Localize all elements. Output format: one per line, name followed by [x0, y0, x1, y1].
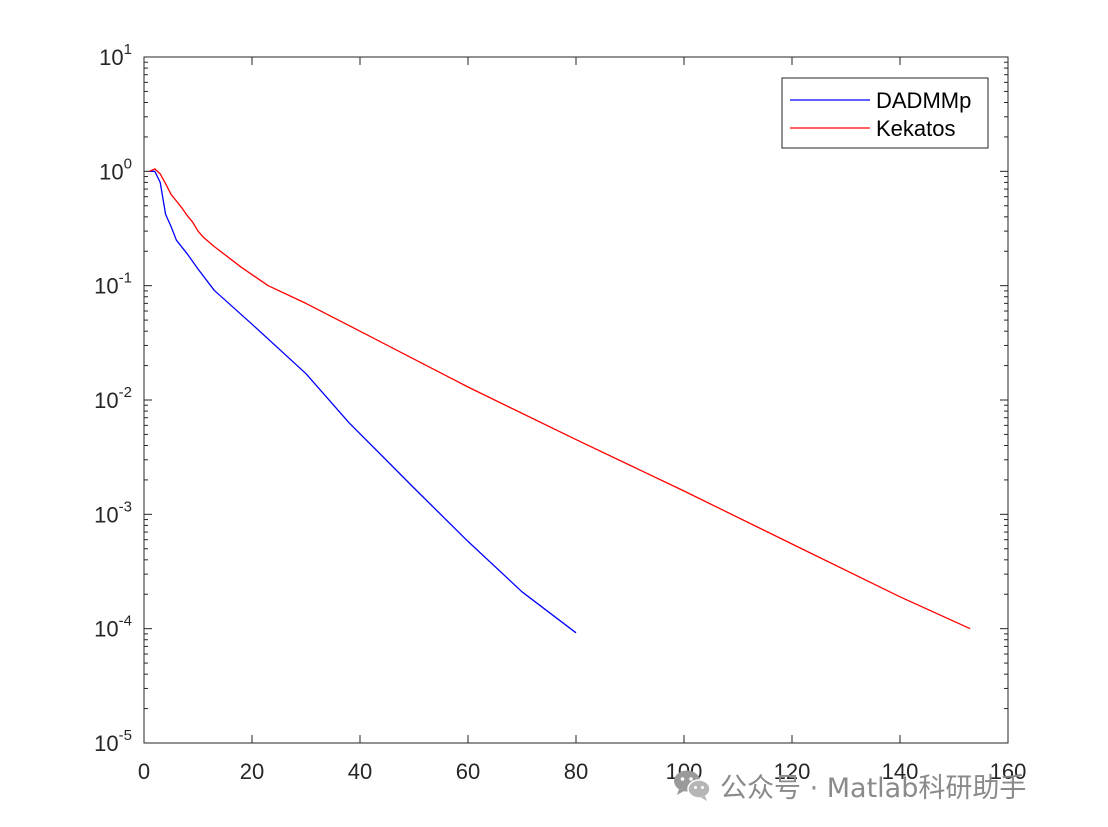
y-tick-label: 101 [99, 41, 132, 70]
series-layer [149, 168, 971, 634]
x-tick-label: 40 [348, 759, 372, 784]
y-tick-label: 10-4 [94, 613, 132, 642]
watermark: 公众号 · Matlab科研助手 [672, 764, 1026, 806]
y-tick-labels: 10-5 10-4 10-3 10-2 10-1 100 101 [94, 41, 132, 756]
x-tick-label: 120 [774, 759, 811, 784]
x-tick-label: 0 [138, 759, 150, 784]
x-tick-label: 160 [990, 759, 1027, 784]
x-tick-label: 80 [564, 759, 588, 784]
legend: DADMMp Kekatos [781, 77, 989, 149]
tick-marks [143, 56, 1009, 744]
watermark-text: 公众号 · Matlab科研助手 [720, 772, 1027, 804]
y-tick-label: 10-5 [94, 727, 132, 756]
x-tick-label: 20 [240, 759, 264, 784]
x-tick-label: 60 [456, 759, 480, 784]
legend-label: Kekatos [876, 116, 956, 141]
y-tick-label: 10-2 [94, 384, 132, 413]
y-tick-label: 100 [99, 155, 132, 184]
series-line-dadmmp [149, 170, 577, 634]
legend-label: DADMMp [876, 88, 971, 113]
plot-area [143, 56, 1009, 744]
x-tick-label: 140 [882, 759, 919, 784]
legend-box [781, 77, 989, 149]
y-tick-label: 10-3 [94, 498, 132, 527]
series-line-kekatos [149, 168, 971, 630]
y-tick-label: 10-1 [94, 270, 132, 299]
wechat-icon [674, 770, 711, 801]
